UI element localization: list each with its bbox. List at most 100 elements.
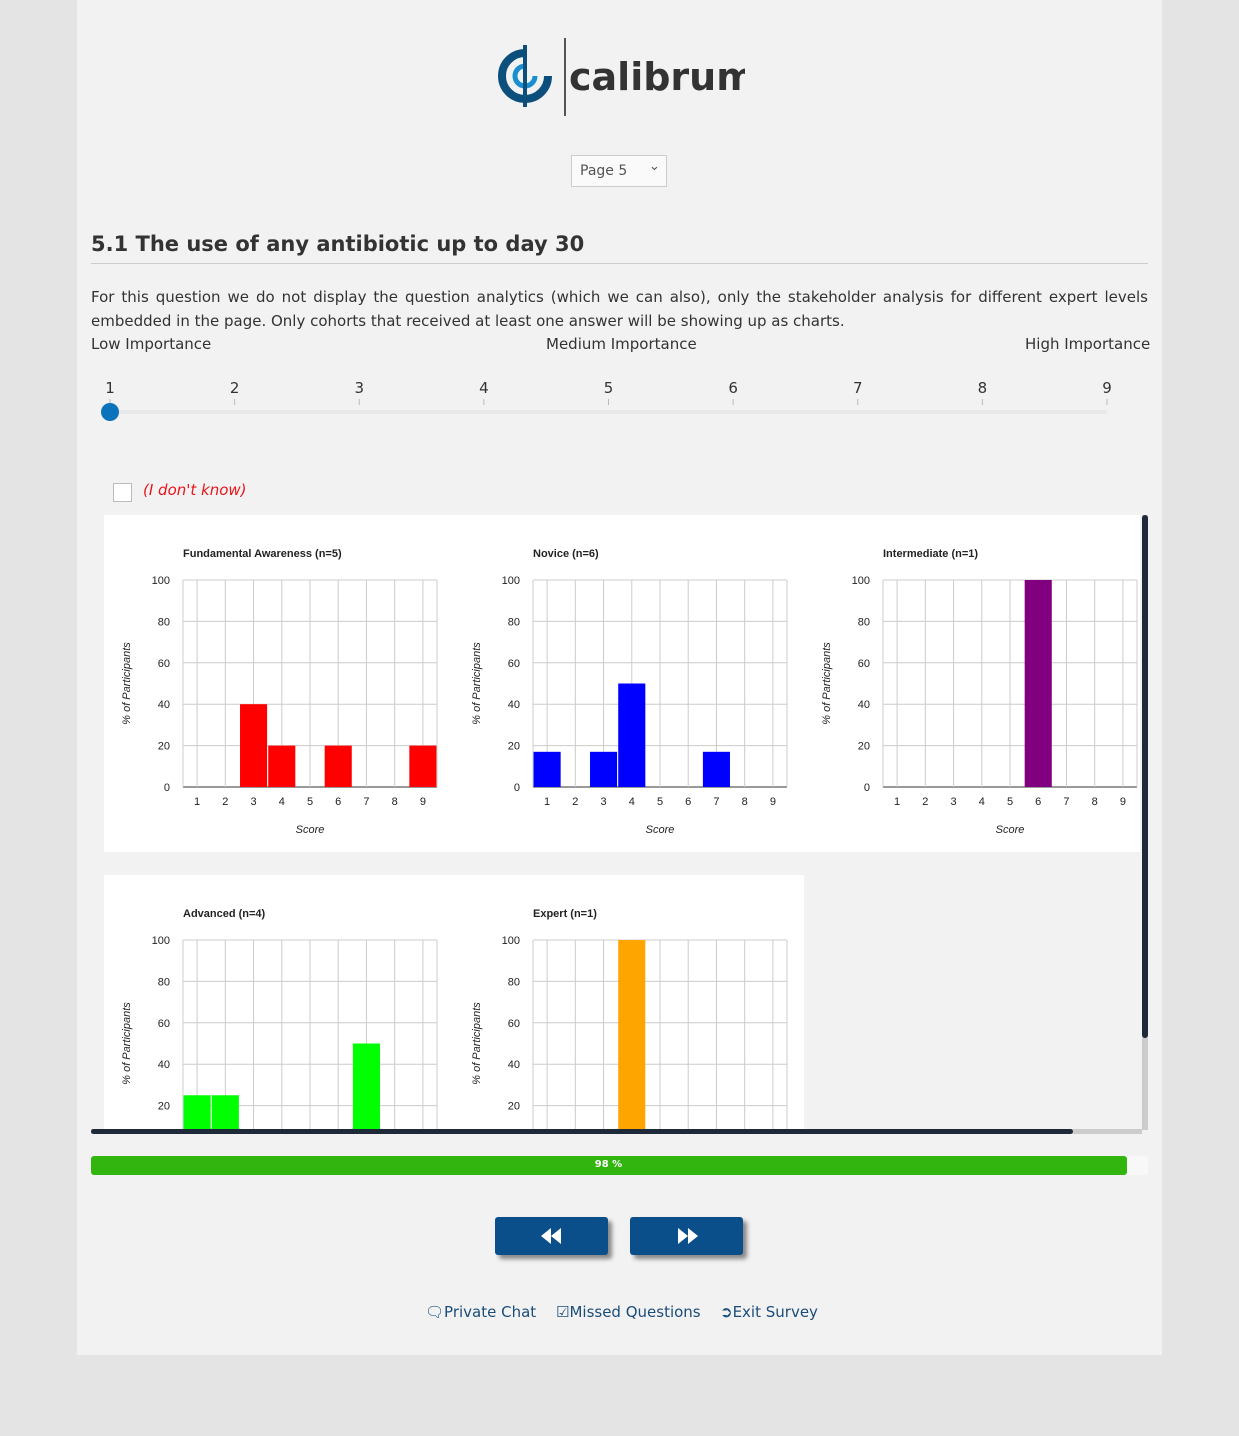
x-tick-label: 4 [629,796,635,808]
y-tick-label: 80 [508,976,520,988]
bar [268,745,296,787]
h-scrollbar[interactable] [91,1129,1142,1134]
y-tick-label: 80 [158,616,170,628]
bar [618,940,646,1129]
y-tick-label: 40 [508,1059,520,1071]
y-tick-label: 0 [164,782,170,794]
slider-tick-label: 3 [354,379,364,397]
x-tick-label: 7 [363,796,369,808]
x-tick-label: 7 [1063,796,1069,808]
slider-tick-label: 1 [105,379,115,397]
slider-tick-label: 2 [230,379,240,397]
bar [240,704,268,787]
x-tick-label: 8 [1092,796,1098,808]
slider-tick-label: 4 [479,379,489,397]
exit-survey-link[interactable]: ➲Exit Survey [720,1303,818,1321]
bar [590,751,618,787]
chart: Fundamental Awareness (n=5) 0 20 40 60 80 100 1… [104,515,454,852]
y-axis-label: % of Participants [471,642,483,725]
x-tick-label: 5 [1007,796,1013,808]
page-select[interactable]: Page 5 ⌄ [571,155,667,187]
bar [211,1095,239,1129]
progress-track: 98 % [91,1156,1148,1175]
x-tick-label: 5 [307,796,313,808]
progress-label: 98 % [594,1159,623,1170]
scale-medium: Medium Importance [546,335,697,353]
y-tick-label: 20 [858,741,870,753]
bar [618,683,646,787]
y-tick-label: 60 [508,1018,520,1030]
y-tick-label: 40 [508,699,520,711]
bar [183,1095,211,1129]
x-tick-label: 8 [392,796,398,808]
y-tick-label: 80 [158,976,170,988]
chart-title: Expert (n=1) [533,908,597,920]
logo: calibrum [498,38,745,116]
next-button[interactable] [630,1217,743,1255]
y-tick-label: 60 [858,658,870,670]
y-tick-label: 100 [502,935,520,947]
y-tick-label: 100 [852,575,870,587]
x-tick-label: 4 [279,796,285,808]
x-tick-label: 3 [250,796,256,808]
missed-questions-link[interactable]: ☑Missed Questions [556,1303,701,1321]
y-axis-label: % of Participants [121,1002,133,1085]
scale-low: Low Importance [91,335,212,353]
prev-button[interactable] [495,1217,608,1255]
x-axis-label: Score [996,824,1025,836]
x-tick-label: 9 [1120,796,1126,808]
bar [352,1043,380,1129]
y-tick-label: 20 [158,1101,170,1113]
chart-title: Advanced (n=4) [183,908,266,920]
y-tick-label: 40 [158,699,170,711]
x-tick-label: 7 [713,796,719,808]
x-tick-label: 9 [770,796,776,808]
slider-tick-label: 5 [604,379,614,397]
bar [1024,580,1052,787]
dont-know-checkbox[interactable] [113,483,132,502]
chart-title: Novice (n=6) [533,548,599,560]
x-tick-label: 6 [335,796,341,808]
x-tick-label: 1 [894,796,900,808]
chevron: ⌄ [649,159,660,174]
slider-tick-label: 9 [1102,379,1112,397]
slider-tick-label: 6 [728,379,738,397]
y-tick-label: 40 [158,1059,170,1071]
y-tick-label: 100 [152,575,170,587]
x-tick-label: 5 [657,796,663,808]
bar [409,745,437,787]
logo-text: calibrum [569,55,745,99]
x-tick-label: 8 [742,796,748,808]
x-tick-label: 6 [685,796,691,808]
y-tick-label: 20 [158,741,170,753]
bar [702,751,730,787]
y-tick-label: 20 [508,741,520,753]
y-tick-label: 0 [864,782,870,794]
v-scrollbar[interactable] [1142,515,1148,1130]
private-chat-link[interactable]: 🗨Private Chat [425,1303,537,1321]
question-description: For this question we do not display the … [91,288,1148,330]
y-axis-label: % of Participants [821,642,833,725]
slider[interactable]: 1 2 3 4 5 6 7 8 9 [91,375,1148,425]
chart-title: Intermediate (n=1) [883,548,978,560]
x-tick-label: 1 [194,796,200,808]
bar [324,745,352,787]
slider-tick-label: 7 [853,379,863,397]
y-tick-label: 0 [514,782,520,794]
link-text: Missed Questions [569,1303,701,1321]
x-tick-label: 2 [572,796,578,808]
x-tick-label: 2 [922,796,928,808]
y-tick-label: 100 [502,575,520,587]
x-tick-label: 4 [979,796,985,808]
bar [533,751,561,787]
y-axis-label: % of Participants [471,1002,483,1085]
chart: Advanced (n=4)020406080100123456789Score… [104,875,454,1129]
chart: Intermediate (n=1) 0 20 40 60 80 100 1 2 3 4 5 6 7 8 9 S… [804,515,1140,852]
y-axis-label: % of Participants [121,642,133,725]
x-tick-label: 3 [600,796,606,808]
y-tick-label: 20 [508,1101,520,1113]
scale-high: High Importance [1025,335,1151,353]
page-select-label: Page 5 [580,163,628,179]
y-tick-label: 80 [508,616,520,628]
